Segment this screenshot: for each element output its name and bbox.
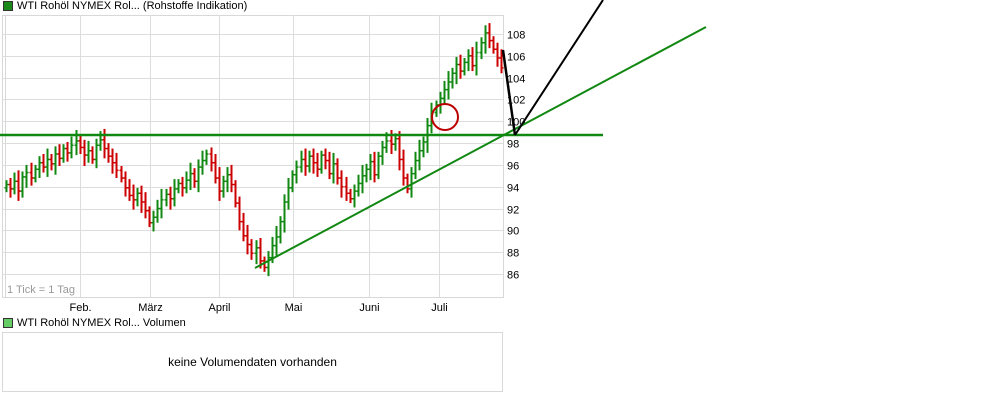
price-legend-label: WTI Rohöl NYMEX Rol... (Rohstoffe Indika…: [17, 0, 248, 12]
x-tick-label: März: [138, 302, 162, 314]
x-tick-label: Mai: [285, 302, 303, 314]
y-tick-label: 94: [507, 183, 519, 195]
trendline-rising-support: [254, 26, 707, 269]
volume-empty-message: keine Volumendaten vorhanden: [168, 355, 337, 369]
x-tick-label: Feb.: [69, 302, 91, 314]
x-tick-label: April: [208, 302, 230, 314]
y-tick-label: 88: [507, 248, 519, 260]
price-series-swatch: [3, 1, 13, 11]
y-tick-label: 108: [507, 30, 525, 42]
y-tick-label: 104: [507, 74, 525, 86]
circle-annotation: [431, 103, 459, 131]
plot-area: [2, 15, 504, 298]
y-tick-label: 106: [507, 52, 525, 64]
y-tick-label: 92: [507, 205, 519, 217]
volume-legend-label: WTI Rohöl NYMEX Rol... Volumen: [17, 317, 186, 329]
x-tick-label: Juli: [431, 302, 448, 314]
tick-note: 1 Tick = 1 Tag: [7, 284, 75, 296]
volume-legend: WTI Rohöl NYMEX Rol... Volumen: [3, 317, 186, 329]
y-tick-label: 98: [507, 139, 519, 151]
trendline-drop-line: [501, 49, 517, 136]
volume-series-swatch: [3, 318, 13, 328]
y-tick-label: 86: [507, 270, 519, 282]
y-tick-label: 96: [507, 161, 519, 173]
x-tick-label: Juni: [359, 302, 379, 314]
trendline-projection-line: [514, 0, 604, 136]
price-legend: WTI Rohöl NYMEX Rol... (Rohstoffe Indika…: [3, 0, 247, 12]
y-tick-label: 90: [507, 226, 519, 238]
volume-panel: keine Volumendaten vorhanden: [2, 332, 503, 392]
